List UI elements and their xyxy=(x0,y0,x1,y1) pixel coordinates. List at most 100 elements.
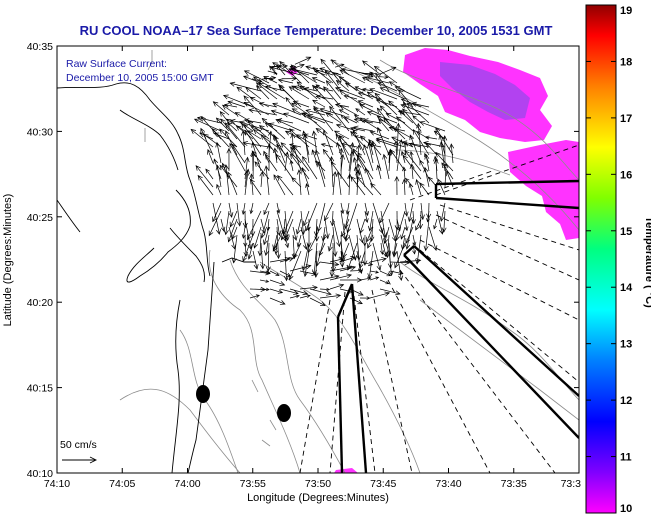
current-vector xyxy=(213,158,222,180)
current-vector xyxy=(276,202,281,214)
current-vector xyxy=(352,129,366,156)
colorbar-tick-label: 17 xyxy=(620,113,632,125)
current-vector xyxy=(319,67,342,76)
current-vector xyxy=(363,144,374,172)
x-tick-label: 73:55 xyxy=(240,478,266,490)
current-vector xyxy=(312,67,334,84)
current-vector xyxy=(278,84,302,108)
current-vector xyxy=(264,165,270,196)
current-vector xyxy=(265,242,271,272)
current-vector xyxy=(231,226,238,240)
current-vector xyxy=(288,86,310,100)
marker-oval-1 xyxy=(196,385,210,403)
current-vector xyxy=(270,109,286,116)
current-vector xyxy=(269,270,280,276)
current-vector xyxy=(309,297,326,306)
current-vector xyxy=(383,226,390,245)
current-vector xyxy=(197,174,214,196)
current-vector xyxy=(236,202,242,227)
current-vector xyxy=(213,132,230,140)
current-vector xyxy=(350,175,366,196)
current-vector xyxy=(335,63,345,68)
current-vector xyxy=(245,87,262,100)
current-vector xyxy=(258,82,286,100)
current-vector xyxy=(301,167,310,188)
current-vector xyxy=(272,102,302,116)
current-vector xyxy=(263,202,270,216)
current-vector xyxy=(433,218,438,230)
current-vector xyxy=(443,162,449,188)
current-vector xyxy=(428,176,438,188)
current-vector xyxy=(412,242,417,255)
current-vector xyxy=(449,143,455,164)
current-vector xyxy=(329,283,345,290)
y-tick-label: 40:20 xyxy=(27,297,53,309)
current-vector xyxy=(354,86,366,92)
sst-patch-east xyxy=(508,140,579,240)
x-tick-label: 73:50 xyxy=(305,478,331,490)
current-vector xyxy=(313,105,334,132)
current-vector xyxy=(249,202,254,215)
current-vector xyxy=(263,150,270,164)
current-vector xyxy=(408,182,414,196)
current-vector xyxy=(419,121,446,132)
current-vector xyxy=(423,166,430,188)
current-vector xyxy=(319,261,340,267)
current-vector xyxy=(320,58,342,84)
x-tick-label: 74:05 xyxy=(109,478,135,490)
current-vector xyxy=(356,154,374,180)
current-vector xyxy=(276,143,294,164)
current-vector xyxy=(369,291,391,299)
current-vector xyxy=(300,226,308,251)
current-vector xyxy=(387,148,393,172)
current-vector xyxy=(195,165,214,188)
current-vector xyxy=(242,140,270,148)
x-tick-label: 73:35 xyxy=(501,478,527,490)
current-vector xyxy=(358,250,366,269)
current-vector xyxy=(428,226,438,251)
current-vector xyxy=(299,270,318,276)
current-vector xyxy=(349,268,363,273)
current-vector xyxy=(411,101,430,108)
current-vector xyxy=(424,135,438,140)
current-vector xyxy=(396,218,402,232)
current-vector xyxy=(372,242,382,271)
current-vector xyxy=(253,226,262,249)
current-vector xyxy=(396,138,404,172)
current-vector xyxy=(415,178,422,196)
current-vector xyxy=(288,143,302,148)
current-vector xyxy=(348,142,355,172)
current-vector xyxy=(266,143,272,172)
current-vector xyxy=(307,113,334,124)
current-vector xyxy=(377,75,389,79)
current-vector xyxy=(355,169,361,196)
current-vector xyxy=(259,171,265,188)
current-vector xyxy=(369,270,380,274)
current-vector xyxy=(219,164,238,188)
current-vector xyxy=(435,127,454,156)
current-vector xyxy=(374,92,398,116)
current-vector xyxy=(316,202,326,233)
current-vector xyxy=(339,105,358,116)
current-vector xyxy=(242,75,262,84)
current-vector xyxy=(336,171,342,196)
current-vector xyxy=(423,218,430,252)
current-vectors xyxy=(190,56,455,306)
current-vector xyxy=(267,70,278,75)
colorbar xyxy=(585,4,617,514)
current-vector xyxy=(325,112,342,124)
current-vector xyxy=(248,108,278,116)
current-vector xyxy=(260,242,266,270)
current-vector xyxy=(279,60,302,84)
current-vector xyxy=(290,146,310,172)
current-vector xyxy=(396,250,404,282)
current-vector xyxy=(380,234,388,258)
current-vector xyxy=(305,65,334,76)
sst-patch-north-cool xyxy=(440,62,530,120)
current-vector xyxy=(285,96,294,108)
current-vector xyxy=(283,112,310,124)
current-vector xyxy=(342,242,350,259)
current-vector xyxy=(382,153,390,180)
current-vector xyxy=(370,182,382,196)
current-vector xyxy=(377,82,398,92)
